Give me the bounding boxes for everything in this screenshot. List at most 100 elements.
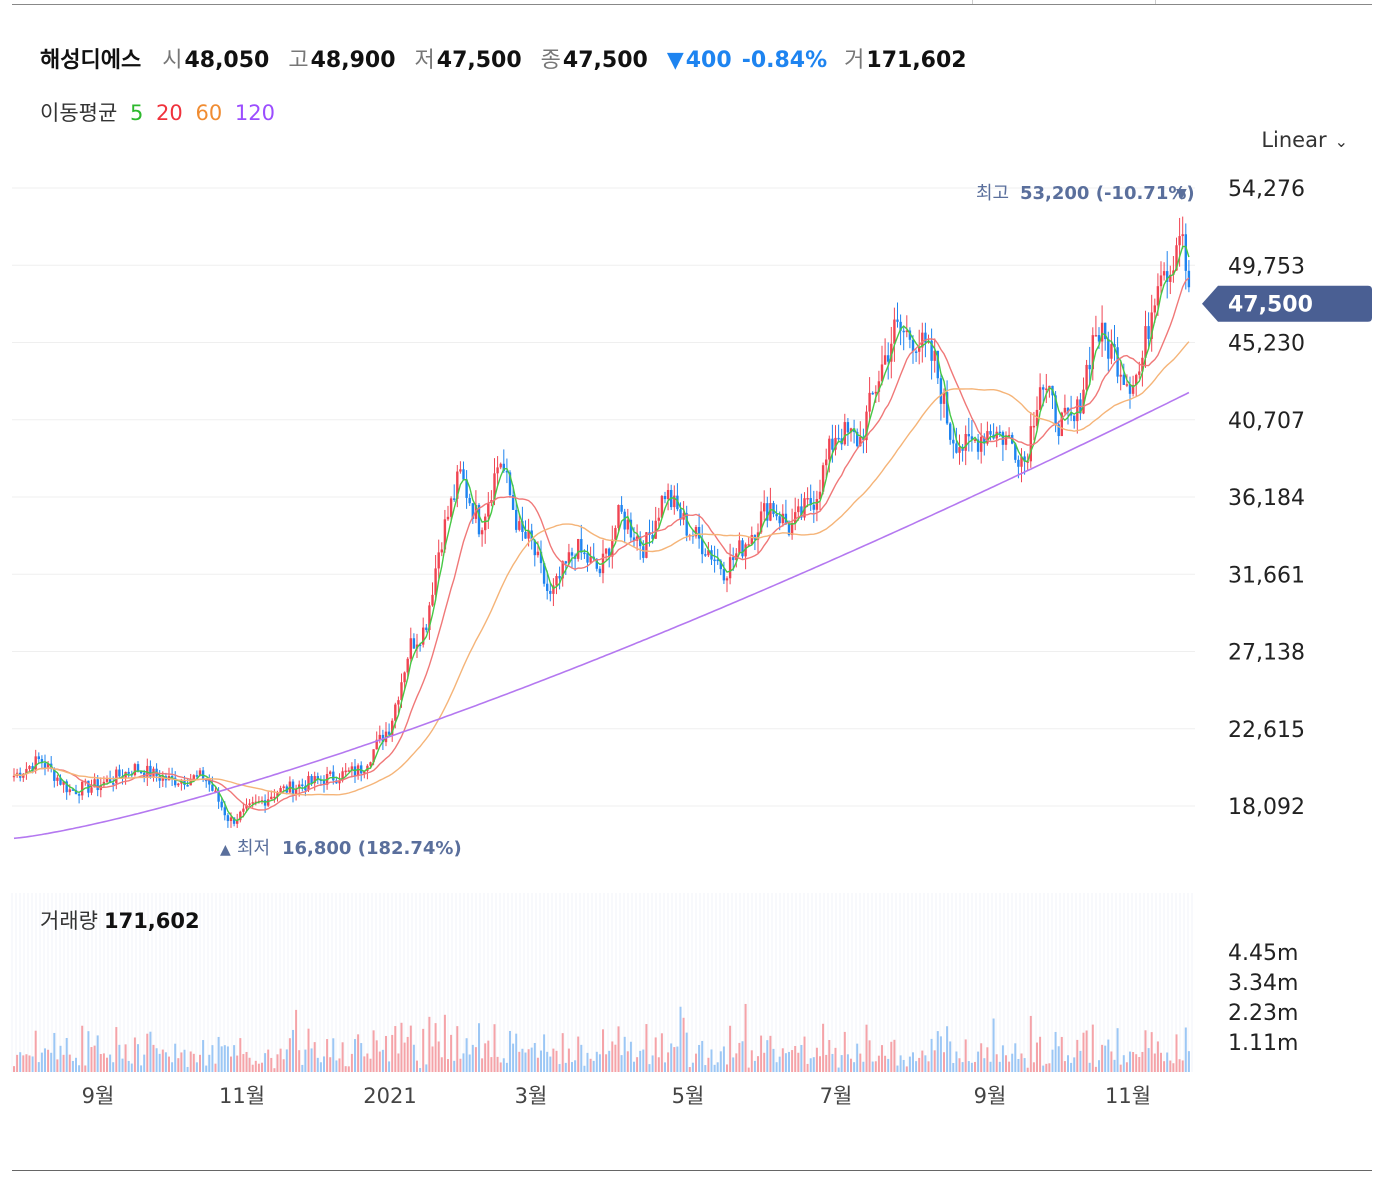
volume-bar [512,1043,515,1072]
candle-body [967,434,970,437]
y-tick-label: 18,092 [1228,795,1305,820]
volume-bar [59,1045,62,1072]
volume-bar [481,1058,484,1072]
volume-bar [1014,1043,1017,1072]
volume-bar [174,1043,177,1072]
volume-bar [856,1043,859,1072]
candle-body [890,343,893,362]
candle-body [1076,399,1079,422]
top-divider [1155,0,1156,4]
candle-body [694,527,698,537]
candle-body [518,521,521,530]
candle-body [487,502,490,517]
volume-bar [31,1056,34,1072]
candle-body [741,540,744,557]
candle-body [955,443,958,453]
volume-bar [527,1049,530,1072]
scale-dropdown[interactable]: Linear ⌄ [1261,128,1348,152]
y-tick-label: 40,707 [1228,409,1305,434]
y-tick-label: 54,276 [1228,177,1305,202]
high-value: 48,900 [310,48,396,73]
x-tick-label: 9월 [82,1084,115,1108]
volume-bar [930,1038,933,1072]
candle-body [1153,305,1156,313]
candle-body [418,644,422,647]
ma-120-toggle[interactable]: 120 [234,101,275,125]
volume-bar [99,1053,102,1072]
candle-body [40,759,44,764]
ma-20-line [13,277,1190,811]
volume-bar [1187,1051,1190,1072]
volume-bar [335,1060,338,1072]
volume-bar [84,1065,87,1072]
candle-body [158,776,161,781]
candle-body [108,778,112,784]
volume-bar [199,1054,201,1072]
volume-bar [524,1052,527,1072]
volume-bar [1169,1060,1172,1072]
volume-bar [1088,1062,1091,1072]
stock-summary: 해성디에스 시48,050 고48,900 저47,500 종47,500 ▼4… [40,42,979,74]
y-tick-label: 31,661 [1228,563,1305,588]
volume-bar [1141,1051,1144,1072]
volume-title-value: 171,602 [103,909,200,933]
volume-bar [288,1038,291,1072]
candle-body [790,523,794,536]
volume-bar [44,1048,46,1072]
volume-bar [648,1064,651,1072]
volume-bar [583,1065,586,1072]
volume-bar [453,1060,456,1072]
candle-body [1156,286,1160,306]
volume-bar [654,1037,657,1072]
volume-bar [729,1025,732,1072]
ma-60-line [13,341,1190,796]
max-arrow-icon: ▼ [1176,186,1187,202]
candle-body [1166,271,1169,282]
candle-body [533,540,536,556]
volume-bar [171,1062,174,1072]
candle-body [1110,344,1113,359]
y-tick-label: 22,615 [1228,718,1305,743]
min-arrow-icon: ▲ [220,842,231,858]
volume-bar [819,1056,821,1072]
volume-bar [1132,1052,1135,1072]
min-annotation: ▲ 최저 16,800 (182.74%) [220,838,462,859]
ma-20-toggle[interactable]: 20 [156,101,183,125]
volume-bar [1172,1063,1175,1072]
candle-body [1054,395,1057,425]
volume-bar [19,1052,22,1072]
volume-bar [794,1045,797,1072]
volume-bar [372,1030,375,1072]
volume-bar [843,1031,846,1072]
candle-body [763,503,766,512]
volume-bar [1107,1039,1110,1072]
candle-body [412,638,416,649]
candle-body [394,704,397,721]
volume-bar [558,1064,561,1072]
volume-bar [546,1051,549,1072]
candle-body [437,552,440,569]
volume-bar [676,1046,679,1072]
candle-body [493,473,496,501]
volume-bar [400,1022,403,1072]
candle-body [1104,322,1107,340]
volume-bar [50,1052,53,1072]
volume-bar [747,1067,750,1072]
volume-bar [887,1058,890,1072]
volume-bar [1129,1051,1131,1072]
volume-bar [605,1054,608,1072]
candles [12,216,1191,828]
volume-bar [205,1065,208,1072]
candle-body [902,330,905,333]
candle-body [462,469,465,480]
volume-bar [1181,1060,1184,1072]
volume-bar [1017,1058,1020,1072]
candle-body [37,756,40,760]
volume-bar [713,1064,716,1072]
ma-5-toggle[interactable]: 5 [129,101,144,125]
top-divider [972,0,973,4]
candle-body [719,560,722,570]
ma-60-toggle[interactable]: 60 [195,101,223,125]
volume-bar [1020,1053,1023,1072]
